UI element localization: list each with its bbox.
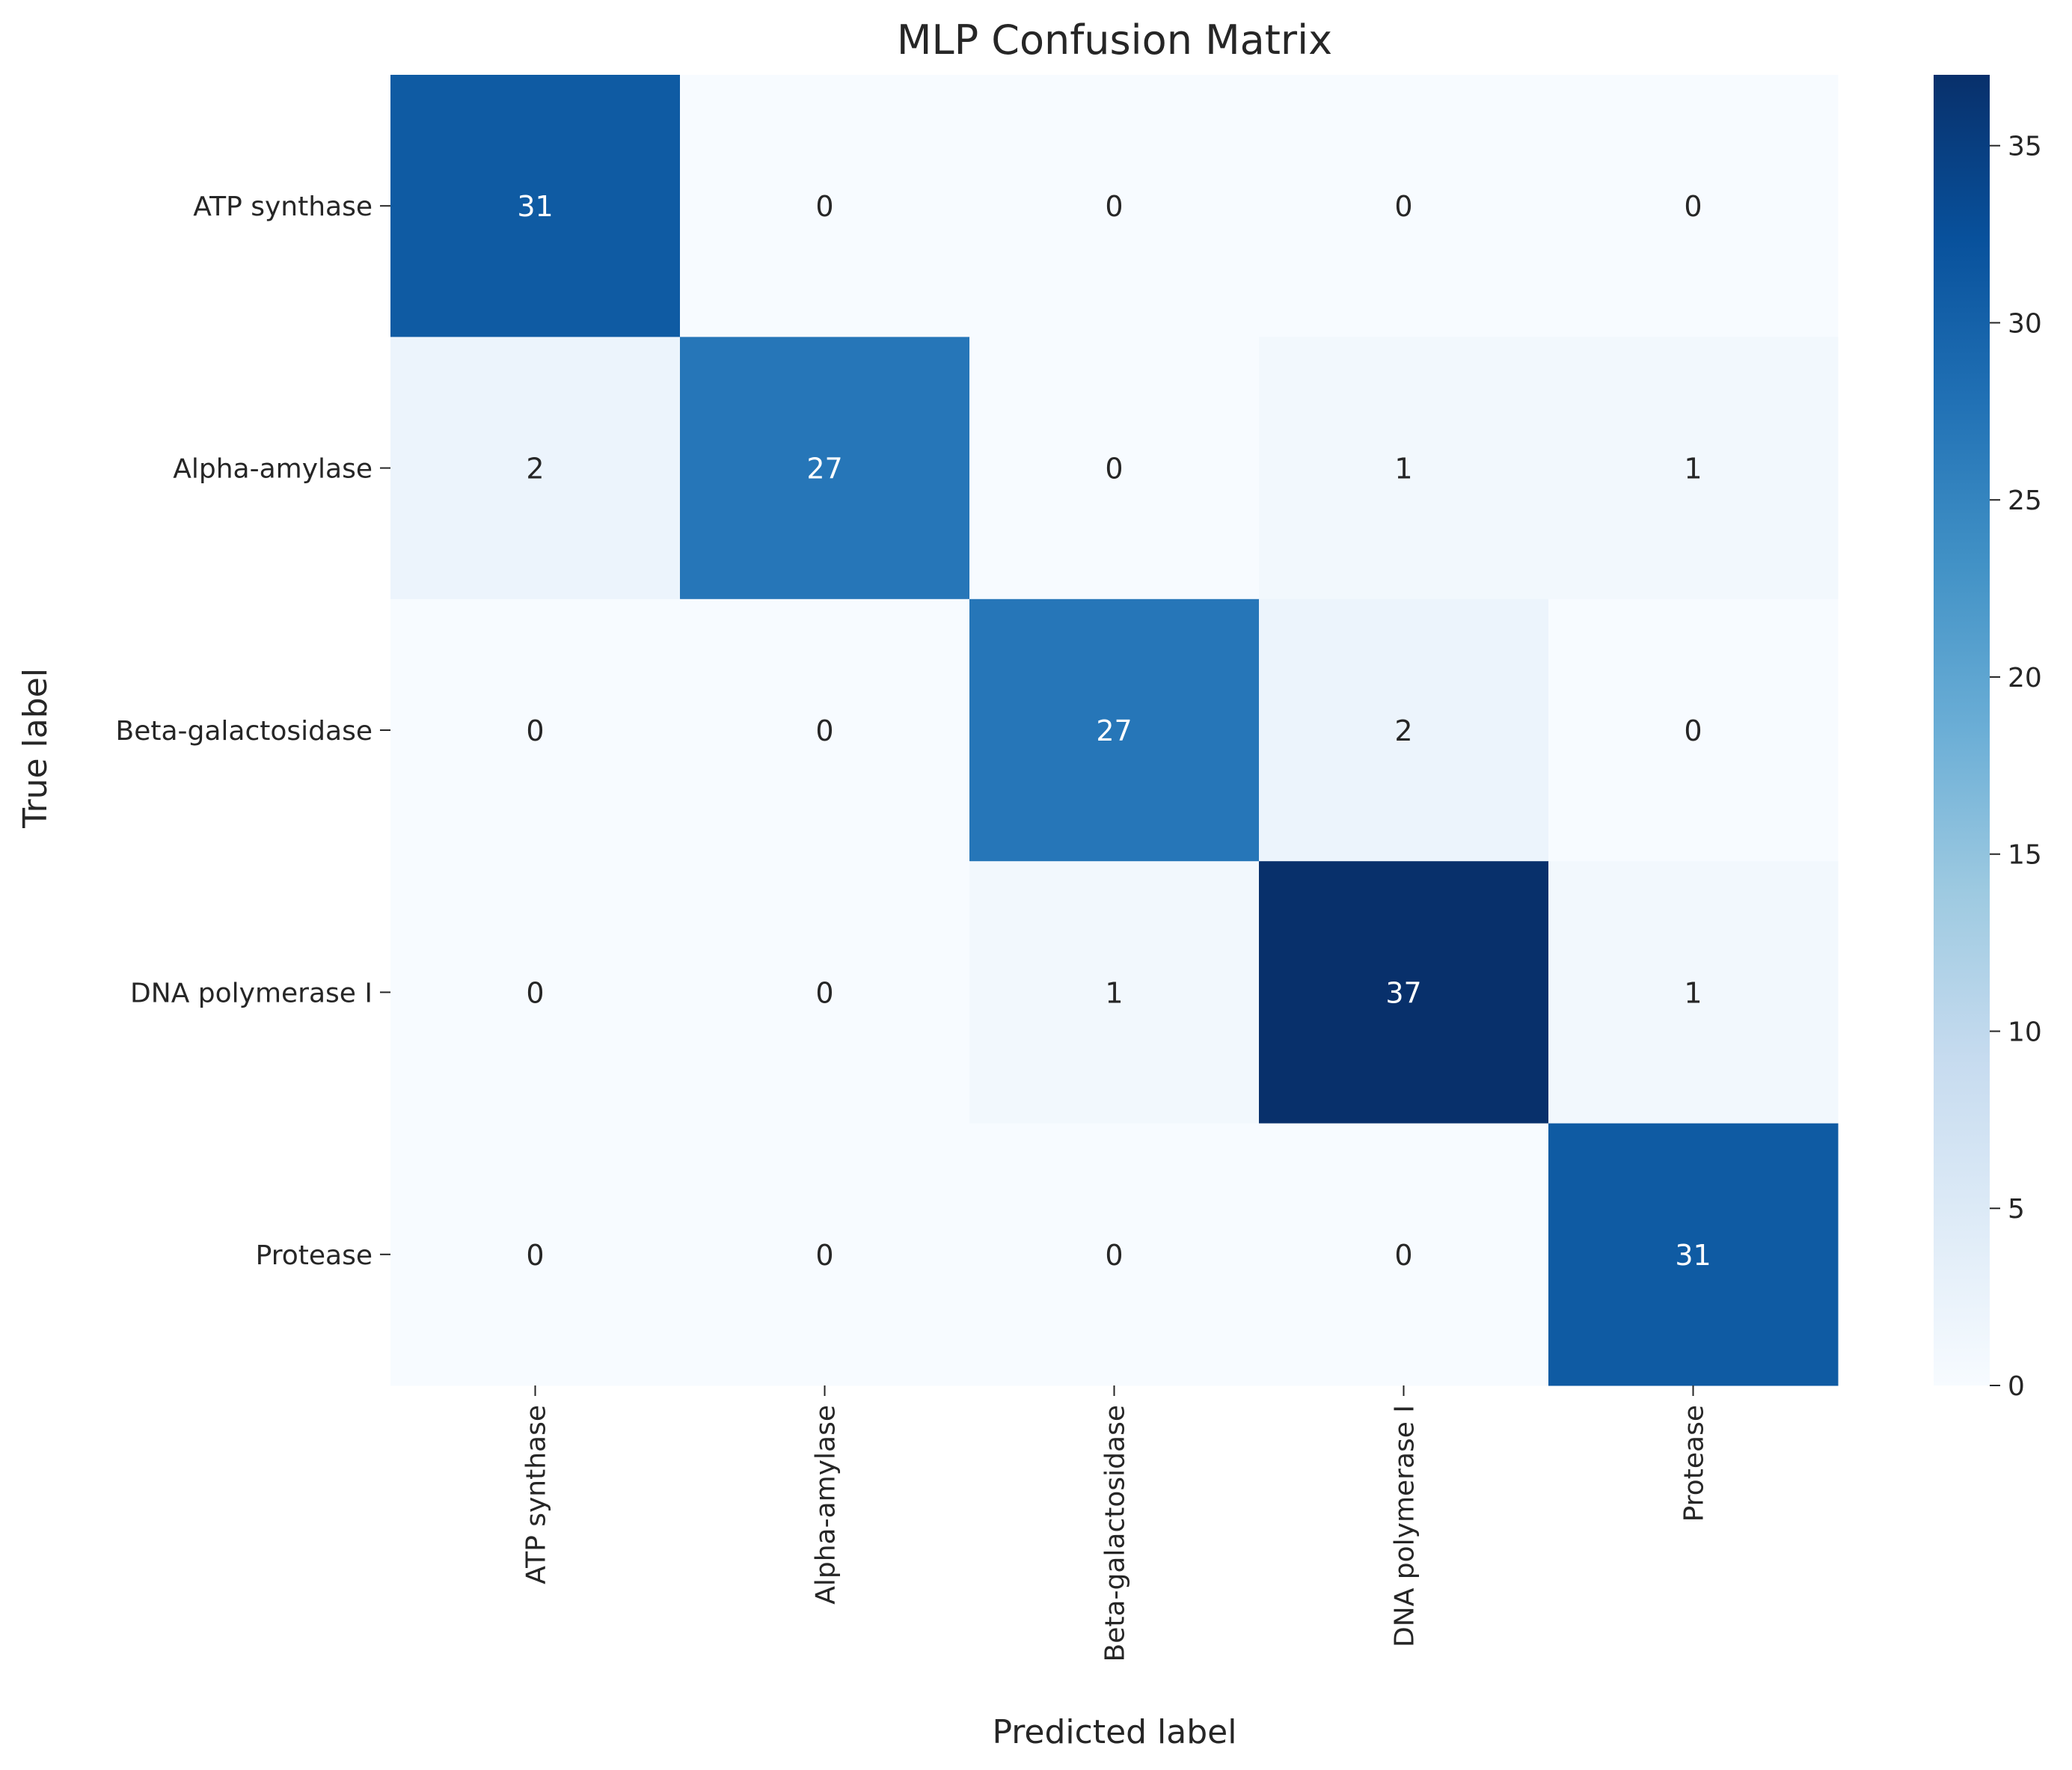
colorbar-tick-label: 10 <box>2008 1017 2042 1047</box>
cell-value-label: 31 <box>517 190 553 223</box>
cell-value-label: 1 <box>1105 976 1123 1009</box>
heatmap-cell <box>680 861 970 1124</box>
cell-value-label: 0 <box>526 976 544 1009</box>
cell-value-label: 27 <box>806 453 842 486</box>
colorbar <box>1934 75 1990 1385</box>
y-tick-label: DNA polymerase I <box>130 978 373 1008</box>
cell-value-label: 37 <box>1385 976 1421 1009</box>
y-axis-label: True label <box>16 668 55 829</box>
y-tick-label: Protease <box>256 1240 373 1271</box>
heatmap-cell <box>1259 861 1549 1124</box>
colorbar-tick-label: 25 <box>2008 486 2042 516</box>
heatmap-cell <box>1548 598 1839 862</box>
y-tick-label: Beta-galactosidase <box>116 716 373 747</box>
cell-value-label: 1 <box>1394 453 1412 486</box>
heatmap-cell <box>969 337 1260 600</box>
heatmap-cell <box>1259 1123 1549 1386</box>
cell-value-label: 1 <box>1684 453 1702 486</box>
heatmap-cell <box>390 1123 681 1386</box>
heatmap-cell <box>680 75 970 337</box>
heatmap-cell <box>1259 598 1549 862</box>
colorbar-tick-label: 5 <box>2008 1194 2025 1225</box>
cell-value-label: 0 <box>526 1239 544 1272</box>
colorbar-tick-label: 35 <box>2008 132 2042 162</box>
cell-value-label: 0 <box>1394 190 1412 223</box>
colorbar-tick-label: 20 <box>2008 663 2042 693</box>
heatmap-cell <box>1259 337 1549 600</box>
heatmap-cell <box>680 1123 970 1386</box>
heatmap-cell <box>1548 861 1839 1124</box>
cell-value-label: 0 <box>815 190 833 223</box>
cell-value-label: 0 <box>1684 714 1702 747</box>
x-tick-label: Alpha-amylase <box>811 1405 842 1605</box>
heatmap-cell <box>969 598 1260 862</box>
x-tick-label: Protease <box>1679 1405 1710 1522</box>
x-tick-label: ATP synthase <box>521 1405 552 1584</box>
heatmap-cell <box>680 337 970 600</box>
cell-value-label: 0 <box>815 1239 833 1272</box>
y-tick-label: ATP synthase <box>193 192 373 222</box>
heatmap-cell <box>390 861 681 1124</box>
cell-value-label: 1 <box>1684 976 1702 1009</box>
heatmap-cell <box>680 598 970 862</box>
cell-value-label: 27 <box>1096 714 1132 747</box>
heatmap-cell <box>390 75 681 337</box>
cell-value-label: 0 <box>1105 453 1123 486</box>
colorbar-tick-label: 15 <box>2008 840 2042 871</box>
heatmap-cell <box>1548 1123 1839 1386</box>
cell-value-label: 0 <box>526 714 544 747</box>
heatmap-cell <box>969 861 1260 1124</box>
cell-value-label: 0 <box>1105 190 1123 223</box>
cell-value-label: 0 <box>1394 1239 1412 1272</box>
cell-value-label: 2 <box>1394 714 1412 747</box>
x-tick-label: Beta-galactosidase <box>1100 1405 1131 1662</box>
colorbar-tick-label: 0 <box>2008 1371 2025 1402</box>
heatmap-cell <box>1548 75 1839 337</box>
heatmap-cell <box>390 598 681 862</box>
cell-value-label: 31 <box>1675 1239 1711 1272</box>
heatmap-cell <box>1548 337 1839 600</box>
cell-value-label: 0 <box>1684 190 1702 223</box>
cell-value-label: 0 <box>815 714 833 747</box>
heatmap-cell <box>969 75 1260 337</box>
chart-title: MLP Confusion Matrix <box>897 16 1332 64</box>
heatmap-cell <box>969 1123 1260 1386</box>
cell-value-label: 0 <box>1105 1239 1123 1272</box>
x-axis-label: Predicted label <box>993 1713 1237 1751</box>
heatmap-cell <box>1259 75 1549 337</box>
y-tick-label: Alpha-amylase <box>173 454 373 485</box>
cell-value-label: 0 <box>815 976 833 1009</box>
cell-value-label: 2 <box>526 453 544 486</box>
heatmap-cell <box>390 337 681 600</box>
colorbar-tick-label: 30 <box>2008 308 2042 339</box>
x-tick-label: DNA polymerase I <box>1390 1405 1420 1647</box>
